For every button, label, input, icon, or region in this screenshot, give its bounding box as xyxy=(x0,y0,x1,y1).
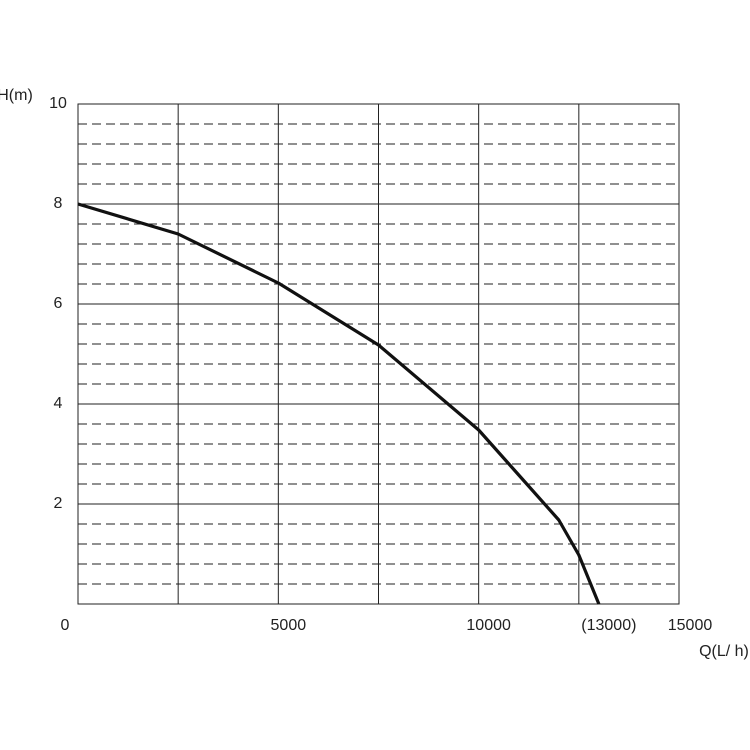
x-tick-label: 15000 xyxy=(668,617,713,634)
y-tick-label: 6 xyxy=(54,295,63,312)
x-axis-label: Q(L/ h) xyxy=(699,643,749,660)
y-tick-label: 2 xyxy=(54,495,63,512)
x-tick-label: (13000) xyxy=(581,617,636,634)
x-tick-label: 0 xyxy=(61,617,70,634)
x-tick-label: 10000 xyxy=(466,617,511,634)
y-tick-label: 10 xyxy=(49,95,67,112)
x-tick-label: 5000 xyxy=(271,617,307,634)
y-axis-label: H(m) xyxy=(0,87,33,104)
y-tick-label: 4 xyxy=(54,395,63,412)
y-tick-label: 8 xyxy=(54,195,63,212)
curve xyxy=(77,202,601,605)
